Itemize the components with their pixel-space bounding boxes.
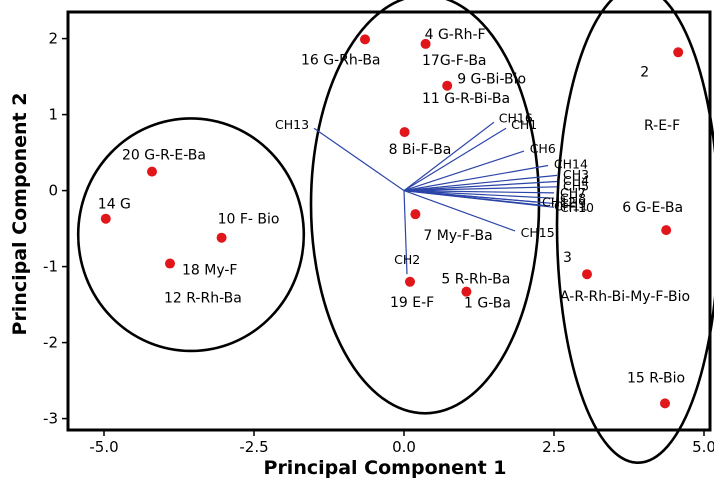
point-label: 19 E-F <box>390 295 434 311</box>
extra-label: 11 G-R-Bi-Ba <box>422 91 510 107</box>
loading-label-ch13: CH13 <box>275 117 309 132</box>
loading-vector-ch8 <box>403 190 555 199</box>
extra-label: A-R-Rh-Bi-My-F-Bio <box>560 289 690 305</box>
plot-frame <box>66 10 712 432</box>
extra-label: 17G-F-Ba <box>422 53 487 69</box>
y-tick-label: 2 <box>48 30 58 48</box>
extra-label: R-E-F <box>644 118 680 134</box>
loading-vector-ch1 <box>403 127 507 192</box>
point-label: 14 G <box>98 197 131 213</box>
score-point <box>410 209 421 220</box>
loading-label-ch10: CH10 <box>560 200 594 215</box>
score-point <box>582 269 592 280</box>
loading-label-ch2: CH2 <box>394 252 420 267</box>
score-points: 2 3 4 G-Rh-F 5 R-Rh-Ba 6 G-E-Ba 7 My-F-Ba 8 Bi… <box>98 27 685 409</box>
x-tick-label: 0.0 <box>392 438 416 456</box>
loading-vector-ch5 <box>403 186 558 192</box>
point-label: 16 G-Rh-Ba <box>301 52 381 68</box>
score-point <box>360 34 370 45</box>
score-point <box>461 286 472 297</box>
loading-label-ch15: CH15 <box>521 225 555 240</box>
score-point <box>399 127 410 138</box>
loading-vector-ch6 <box>403 150 525 192</box>
x-tick-label: 5.0 <box>692 438 714 456</box>
group-ellipse-3 <box>555 0 714 464</box>
loading-vector-ch15 <box>403 190 516 232</box>
y-tick-label: -2 <box>43 334 58 352</box>
point-label: 5 R-Rh-Ba <box>441 272 510 288</box>
loading-label-ch16: CH16 <box>499 111 533 126</box>
point-label: 6 G-E-Ba <box>622 200 683 216</box>
extra-label: 1 G-Ba <box>464 296 511 312</box>
loading-vector-ch14 <box>403 164 549 192</box>
y-axis-title: Principal Component 2 <box>9 93 31 336</box>
point-label: 3 <box>563 250 572 266</box>
loading-vector-ch3 <box>403 174 558 192</box>
loading-label-ch6: CH6 <box>530 141 556 156</box>
loading-label-ch12: CH12 <box>542 195 576 210</box>
x-axis-ticks: -5.0 -2.5 0.0 2.5 5.0 <box>89 430 714 456</box>
loading-label-ch11: CH11 <box>554 198 588 213</box>
score-point <box>405 276 415 287</box>
loading-label-ch5: CH5 <box>563 179 589 194</box>
point-label: 4 G-Rh-F <box>425 27 486 43</box>
point-label: 2 <box>640 64 649 80</box>
loading-label-ch3: CH3 <box>563 167 589 182</box>
y-axis-ticks: 2 1 0 -1 -2 -3 <box>43 30 68 428</box>
score-point <box>673 47 684 58</box>
score-point <box>661 225 672 236</box>
loading-vector-ch12 <box>403 190 537 203</box>
loading-label-ch14: CH14 <box>554 156 588 171</box>
score-point <box>147 166 157 177</box>
score-point <box>442 80 453 91</box>
loading-vector-ch16 <box>403 121 495 192</box>
loading-label-ch9: CH9 <box>560 196 586 211</box>
point-label: 18 My-F <box>182 263 238 279</box>
loading-vector-ch2 <box>403 190 408 275</box>
y-tick-label: -1 <box>43 258 58 276</box>
point-label: 9 G-Bi-Bio <box>457 72 526 88</box>
loading-vector-ch13 <box>313 127 405 192</box>
score-point <box>165 258 175 269</box>
extra-label: 12 R-Rh-Ba <box>164 290 242 306</box>
point-label: 20 G-R-E-Ba <box>122 148 206 164</box>
point-label: 10 F- Bio <box>218 212 280 228</box>
loading-label-ch8: CH8 <box>560 191 586 206</box>
x-tick-label: -5.0 <box>89 438 118 456</box>
group-ellipses <box>76 0 714 464</box>
x-tick-label: 2.5 <box>542 438 566 456</box>
group-ellipse-1 <box>76 117 306 353</box>
loading-label-ch4: CH4 <box>563 173 589 188</box>
loading-label-ch7: CH7 <box>560 185 586 200</box>
score-point <box>216 232 227 243</box>
loading-vector-ch7 <box>403 190 555 194</box>
x-tick-label: -2.5 <box>239 438 268 456</box>
loading-label-ch1: CH1 <box>511 117 537 132</box>
score-point <box>660 398 670 409</box>
extra-text-labels: R-E-F 17G-F-Ba 11 G-R-Bi-Ba 12 R-Rh-Ba 1 G-B… <box>164 53 690 311</box>
y-tick-label: 1 <box>48 106 58 124</box>
x-axis-title: Principal Component 1 <box>264 457 507 479</box>
score-point <box>100 213 111 224</box>
y-tick-label: -3 <box>43 410 58 428</box>
y-tick-label: 0 <box>48 182 58 200</box>
score-point <box>420 38 431 49</box>
point-label: 7 My-F-Ba <box>423 228 492 244</box>
point-label: 15 R-Bio <box>627 370 685 386</box>
point-label: 8 Bi-F-Ba <box>389 142 452 158</box>
loading-vector-ch4 <box>403 180 558 192</box>
